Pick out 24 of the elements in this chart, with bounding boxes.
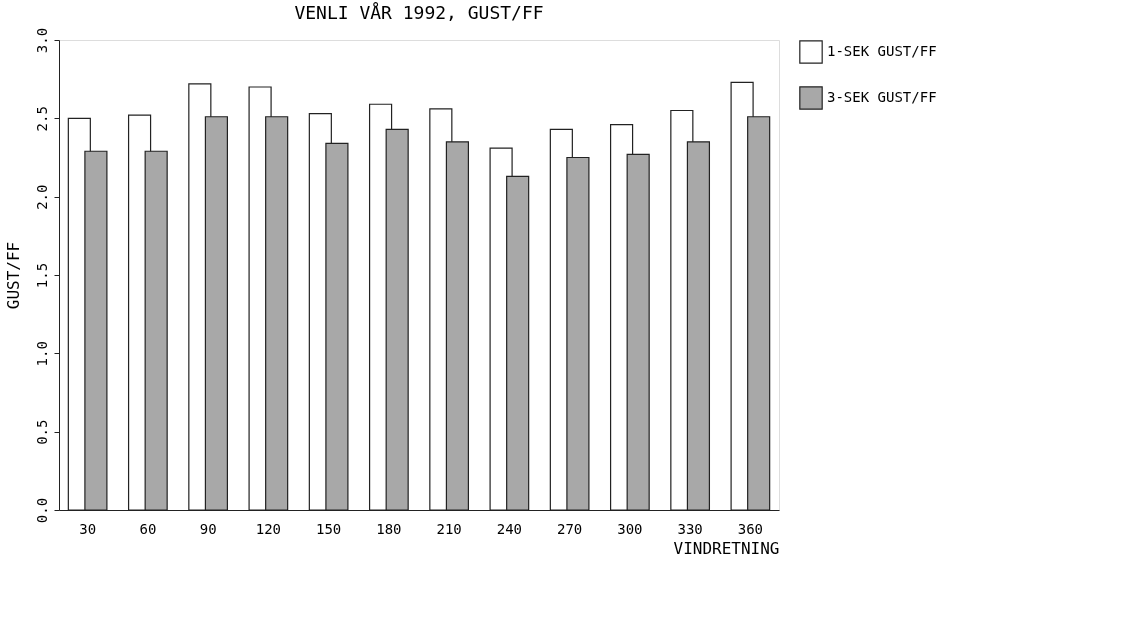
- y-axis-title: GUST/FF: [3, 241, 23, 310]
- y-tick-label: 3.0: [33, 27, 50, 54]
- x-axis-title: VINDRETNING: [673, 538, 780, 558]
- x-tick-label: 180: [376, 520, 402, 537]
- y-tick-label: 1.5: [33, 262, 50, 289]
- legend-label: 3-SEK GUST/FF: [827, 89, 937, 105]
- chart-title: VENLI VÅR 1992, GUST/FF: [294, 2, 544, 24]
- x-tick-label: 330: [677, 520, 703, 537]
- x-tick-label: 30: [79, 520, 97, 537]
- y-tick-label: 0.0: [33, 497, 50, 524]
- x-tick-label: 120: [255, 520, 282, 537]
- y-tick-label: 0.5: [33, 419, 50, 445]
- y-tick-label: 2.0: [33, 184, 50, 210]
- y-tick-label: 1.0: [33, 341, 50, 367]
- x-tick-label: 300: [617, 520, 643, 537]
- x-tick-label: 150: [315, 520, 342, 537]
- x-tick-label: 60: [139, 520, 157, 537]
- y-tick-label: 2.5: [33, 106, 50, 132]
- x-tick-label: 360: [737, 520, 764, 537]
- legend-label: 1-SEK GUST/FF: [827, 43, 937, 59]
- x-tick-label: 270: [556, 520, 583, 537]
- x-tick-label: 240: [496, 520, 523, 537]
- x-tick-label: 90: [199, 520, 217, 537]
- x-tick-label: 210: [436, 520, 462, 537]
